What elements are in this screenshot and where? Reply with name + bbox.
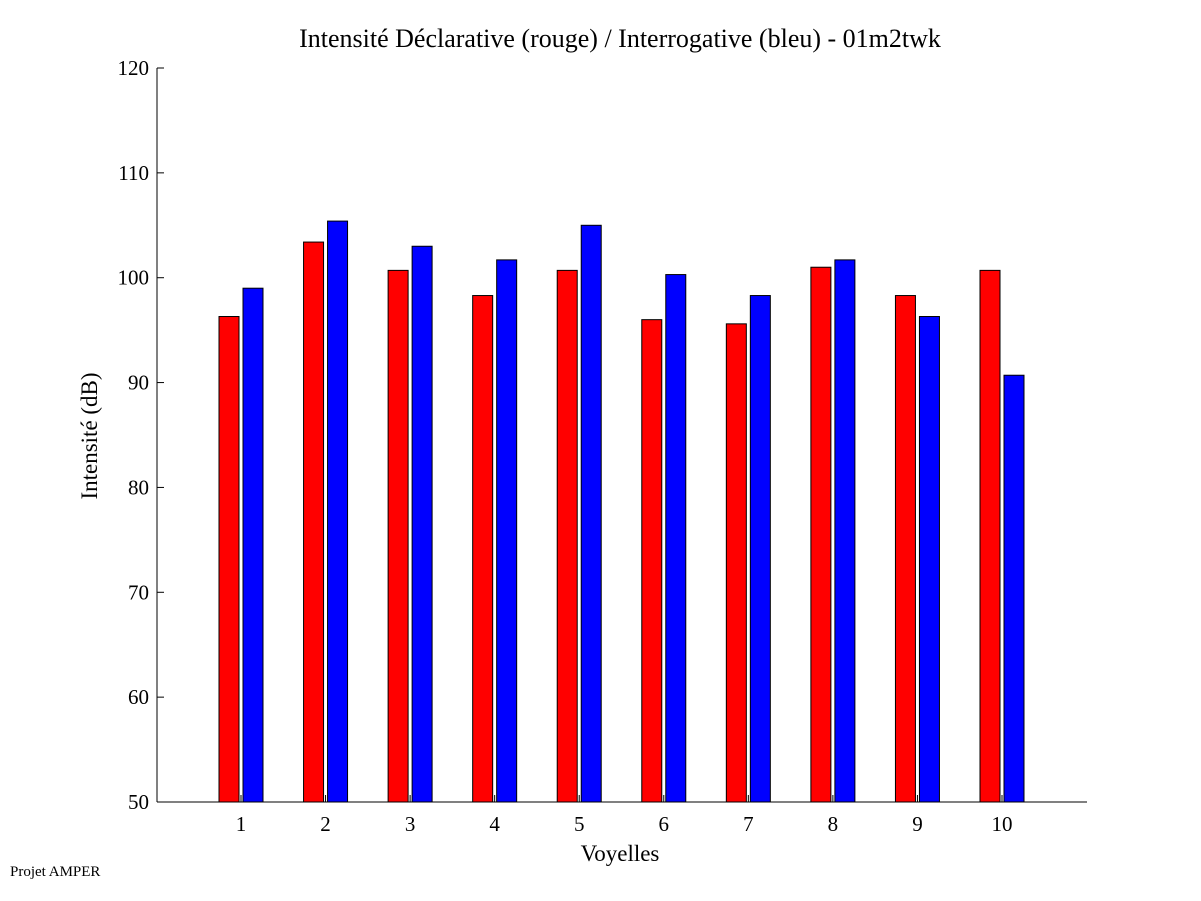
y-tick-label: 50 [128,790,149,814]
x-tick-label: 2 [320,812,331,836]
bar-declarative [303,241,325,803]
bar-interrogative [834,259,856,803]
y-tick-label: 60 [128,685,149,709]
x-tick-label: 9 [912,812,923,836]
y-tick-label: 80 [128,475,149,499]
bar-interrogative [411,245,433,803]
x-tick-label: 7 [743,812,754,836]
bar-declarative [810,266,832,803]
chart-title: Intensité Déclarative (rouge) / Interrog… [299,24,941,53]
y-tick-label: 110 [118,161,149,185]
x-tick-label: 10 [992,812,1013,836]
bar-declarative [472,295,494,803]
y-tick-label: 100 [118,266,150,290]
bar-declarative [556,269,578,803]
x-tick-label: 6 [659,812,670,836]
x-axis-label: Voyelles [581,841,660,866]
y-tick-label: 120 [118,56,150,80]
bar-declarative [218,316,240,803]
footer-credit: Projet AMPER [10,864,101,880]
x-tick-label: 4 [489,812,500,836]
bar-interrogative [918,316,940,803]
bar-interrogative [665,274,687,803]
y-tick-label: 70 [128,580,149,604]
x-tick-label: 8 [828,812,839,836]
bar-declarative [387,269,409,803]
x-tick-label: 3 [405,812,416,836]
bar-interrogative [327,220,349,803]
x-tick-label: 5 [574,812,585,836]
bar-interrogative [580,224,602,803]
y-axis-label: Intensité (dB) [77,372,102,499]
y-tick-label: 90 [128,371,149,395]
bar-interrogative [242,287,264,803]
plot-area: 50 60 70 80 90 100 110 120 1 2 3 4 5 6 7 8 9 10 [118,56,1087,836]
bar-interrogative [1003,374,1025,803]
bar-declarative [894,295,916,803]
x-tick-label: 1 [236,812,247,836]
bar-declarative [641,319,663,803]
bar-declarative [979,269,1001,803]
bar-declarative [725,323,747,803]
bar-interrogative [496,259,518,803]
bar-interrogative [749,295,771,803]
